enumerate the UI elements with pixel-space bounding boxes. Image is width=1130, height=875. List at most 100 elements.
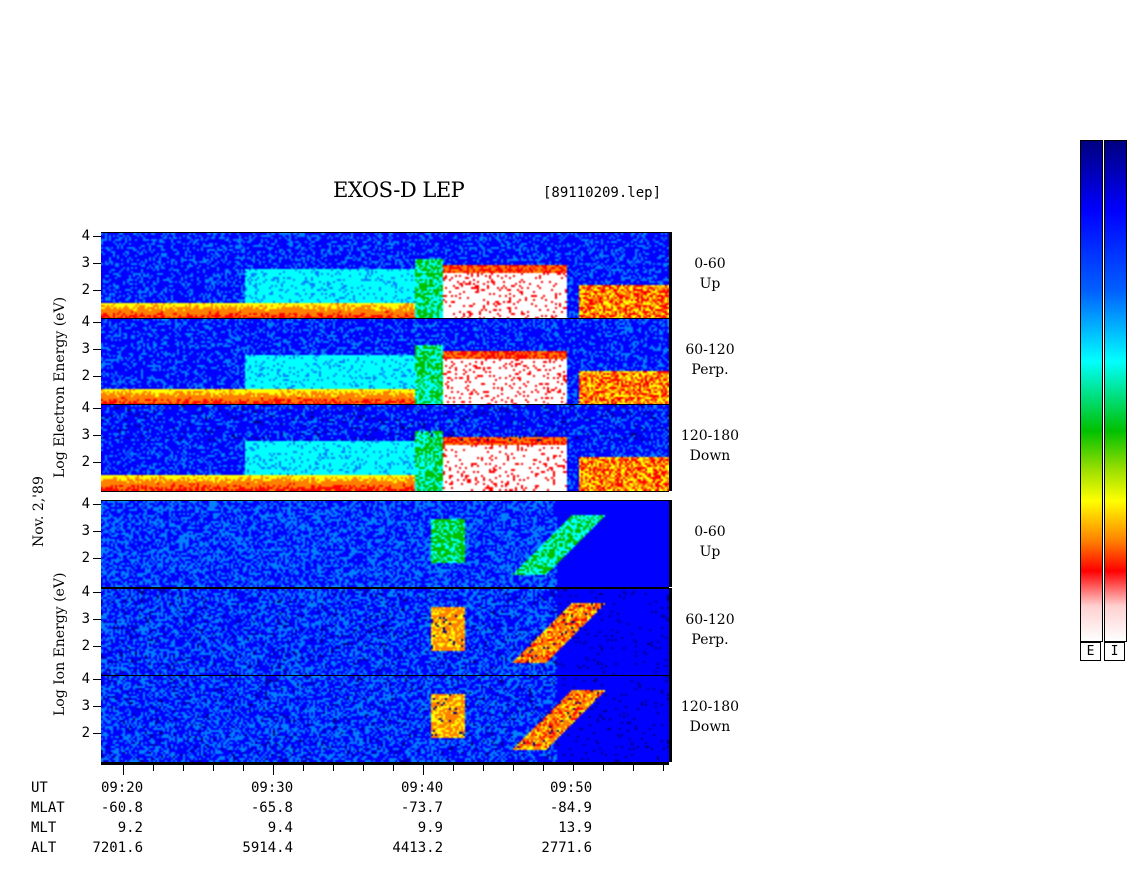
row-value-ut: 09:30 — [251, 780, 293, 796]
ion-axis-label: Log Ion Energy (eV) — [52, 573, 68, 716]
row-value-mlat: -65.8 — [251, 800, 293, 816]
y-tick-mark — [93, 435, 101, 436]
date-label: Nov. 2,'89 — [31, 476, 47, 547]
pitch-label: 0-60 — [672, 254, 748, 274]
x-tick-mark — [543, 765, 544, 771]
x-tick-mark — [663, 765, 664, 771]
x-tick-mark — [273, 765, 274, 775]
y-tick-label: 3 — [70, 611, 90, 627]
row-value-ut: 09:20 — [101, 780, 143, 796]
spectrogram-ion-2 — [101, 676, 669, 762]
row-value-ut: 09:40 — [401, 780, 443, 796]
direction-label: Up — [672, 274, 748, 294]
y-tick-mark — [93, 592, 101, 593]
y-tick-label: 2 — [70, 454, 90, 470]
y-tick-mark — [93, 531, 101, 532]
x-tick-mark — [513, 765, 514, 771]
y-tick-mark — [93, 349, 101, 350]
row-value-mlt: 9.9 — [418, 820, 443, 836]
y-tick-mark — [93, 706, 101, 707]
row-value-mlt: 13.9 — [558, 820, 592, 836]
y-tick-label: 2 — [70, 368, 90, 384]
y-tick-label: 4 — [70, 400, 90, 416]
y-tick-label: 4 — [70, 496, 90, 512]
pitch-label: 60-120 — [672, 610, 748, 630]
chart-title: EXOS-D LEP — [333, 178, 464, 202]
x-tick-mark — [573, 765, 574, 771]
row-value-alt: 4413.2 — [392, 840, 443, 856]
x-tick-mark — [393, 765, 394, 771]
electron-axis-label: Log Electron Energy (eV) — [52, 297, 68, 478]
spectrogram-ion-0 — [101, 501, 669, 587]
colorbar-electron-label: E — [1080, 642, 1101, 661]
y-tick-mark — [93, 236, 101, 237]
y-tick-label: 4 — [70, 671, 90, 687]
y-tick-mark — [93, 679, 101, 680]
y-tick-label: 4 — [70, 228, 90, 244]
x-tick-mark — [453, 765, 454, 771]
y-tick-mark — [93, 733, 101, 734]
x-tick-mark — [183, 765, 184, 771]
x-tick-mark — [423, 765, 424, 775]
row-value-ut: 09:50 — [550, 780, 592, 796]
direction-label: Up — [672, 542, 748, 562]
y-tick-label: 2 — [70, 550, 90, 566]
row-name-mlt: MLT — [31, 820, 56, 836]
row-name-mlat: MLAT — [31, 800, 65, 816]
y-tick-label: 3 — [70, 427, 90, 443]
file-label: [89110209.lep] — [543, 185, 661, 201]
direction-label: Down — [672, 446, 748, 466]
y-tick-mark — [93, 376, 101, 377]
x-tick-mark — [633, 765, 634, 771]
pitch-label: 120-180 — [672, 426, 748, 446]
row-value-mlat: -60.8 — [101, 800, 143, 816]
spectrogram-electron-2 — [101, 405, 669, 491]
spectrogram-electron-0 — [101, 233, 669, 319]
panel-electron-1 — [101, 318, 669, 406]
row-value-mlt: 9.2 — [118, 820, 143, 836]
row-name-ut: UT — [31, 780, 48, 796]
x-tick-mark — [603, 765, 604, 771]
panel-ion-1 — [101, 588, 669, 676]
y-tick-label: 2 — [70, 638, 90, 654]
pitch-label: 120-180 — [672, 697, 748, 717]
y-tick-label: 4 — [70, 584, 90, 600]
y-tick-mark — [93, 263, 101, 264]
y-tick-label: 3 — [70, 255, 90, 271]
y-tick-label: 2 — [70, 282, 90, 298]
spectrogram-electron-1 — [101, 319, 669, 405]
pitch-label: 60-120 — [672, 340, 748, 360]
x-tick-mark — [243, 765, 244, 771]
y-tick-mark — [93, 558, 101, 559]
y-tick-mark — [93, 619, 101, 620]
y-tick-mark — [93, 462, 101, 463]
y-tick-mark — [93, 646, 101, 647]
colorbar-ion-label: I — [1104, 642, 1125, 661]
colorbar-electron — [1080, 140, 1103, 642]
x-tick-mark — [213, 765, 214, 771]
x-tick-mark — [483, 765, 484, 771]
x-tick-mark — [123, 765, 124, 775]
row-value-alt: 5914.4 — [242, 840, 293, 856]
x-tick-mark — [303, 765, 304, 771]
y-tick-mark — [93, 290, 101, 291]
direction-label: Down — [672, 717, 748, 737]
panel-electron-2 — [101, 404, 669, 492]
y-tick-mark — [93, 408, 101, 409]
panel-ion-0 — [101, 500, 669, 588]
row-value-mlt: 9.4 — [268, 820, 293, 836]
direction-label: Perp. — [672, 360, 748, 380]
spectrogram-ion-1 — [101, 589, 669, 675]
row-value-mlat: -84.9 — [550, 800, 592, 816]
y-tick-mark — [93, 504, 101, 505]
x-tick-mark — [153, 765, 154, 771]
y-tick-mark — [93, 322, 101, 323]
row-value-mlat: -73.7 — [401, 800, 443, 816]
y-tick-label: 3 — [70, 523, 90, 539]
y-tick-label: 2 — [70, 725, 90, 741]
y-tick-label: 4 — [70, 314, 90, 330]
row-value-alt: 2771.6 — [541, 840, 592, 856]
row-value-alt: 7201.6 — [92, 840, 143, 856]
x-tick-mark — [363, 765, 364, 771]
pitch-label: 0-60 — [672, 522, 748, 542]
